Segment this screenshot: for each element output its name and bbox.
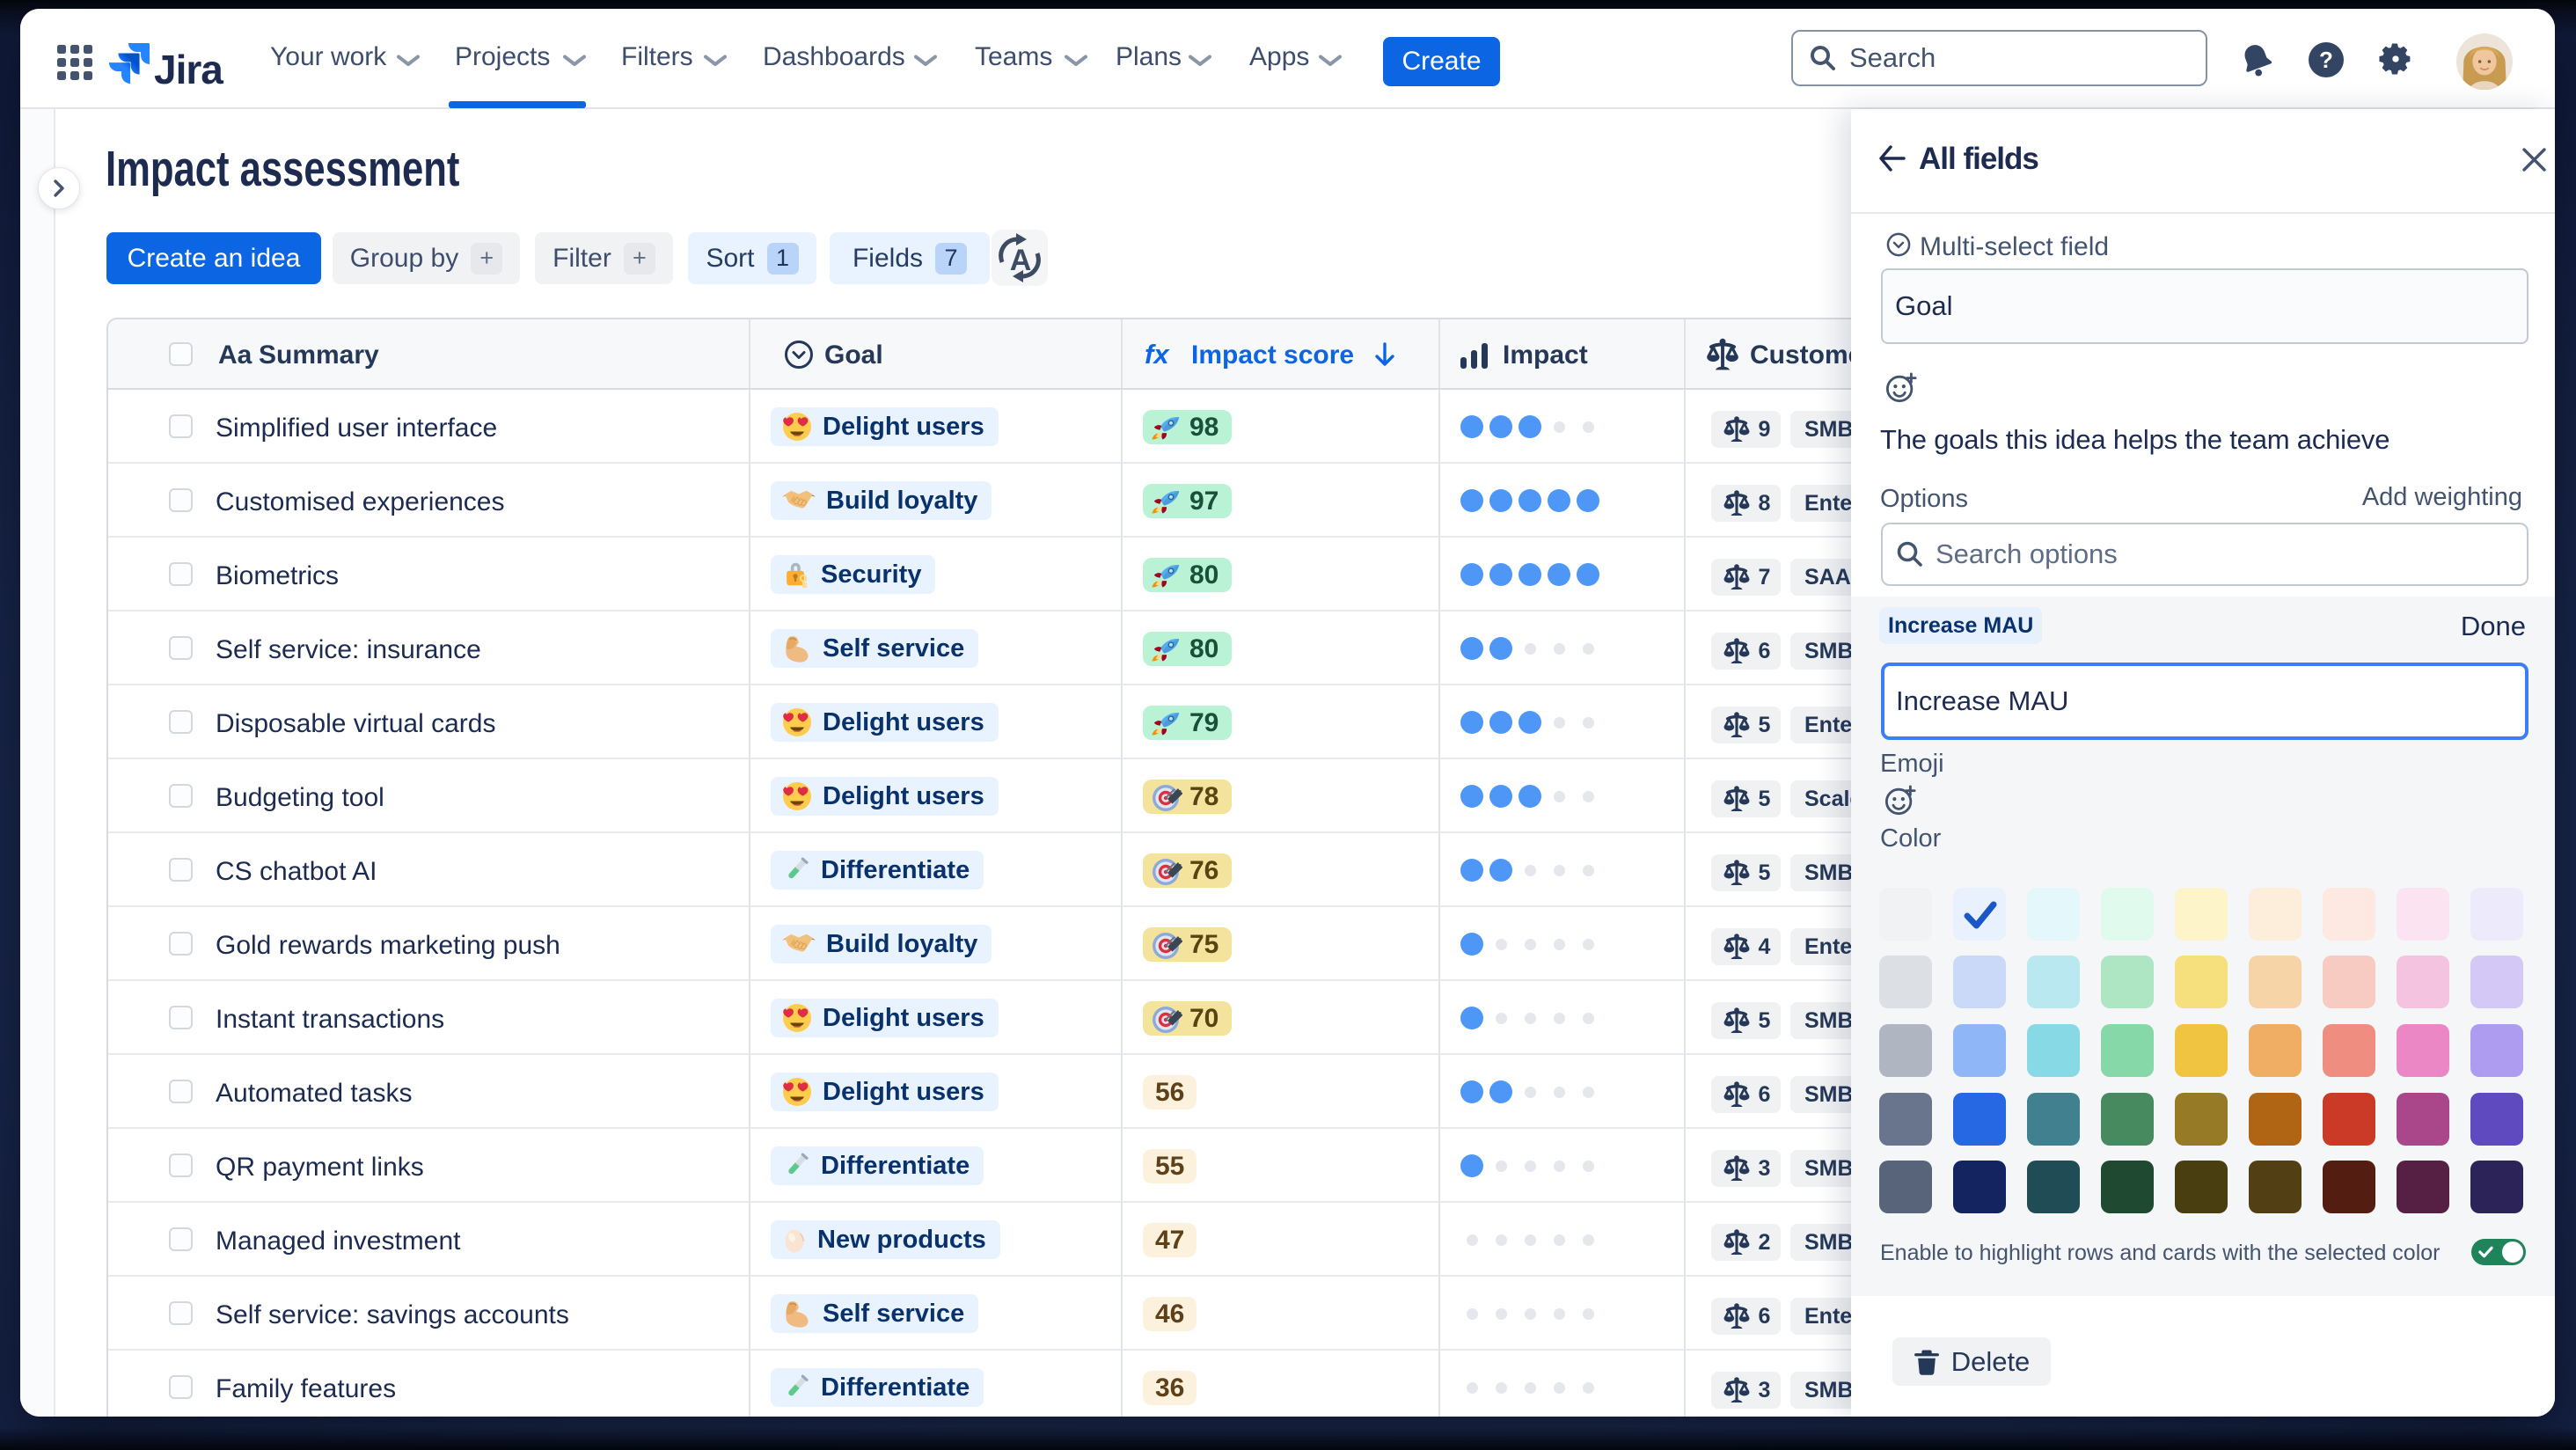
svg-text:A: A — [1010, 244, 1032, 277]
svg-text:?: ? — [2319, 47, 2333, 73]
